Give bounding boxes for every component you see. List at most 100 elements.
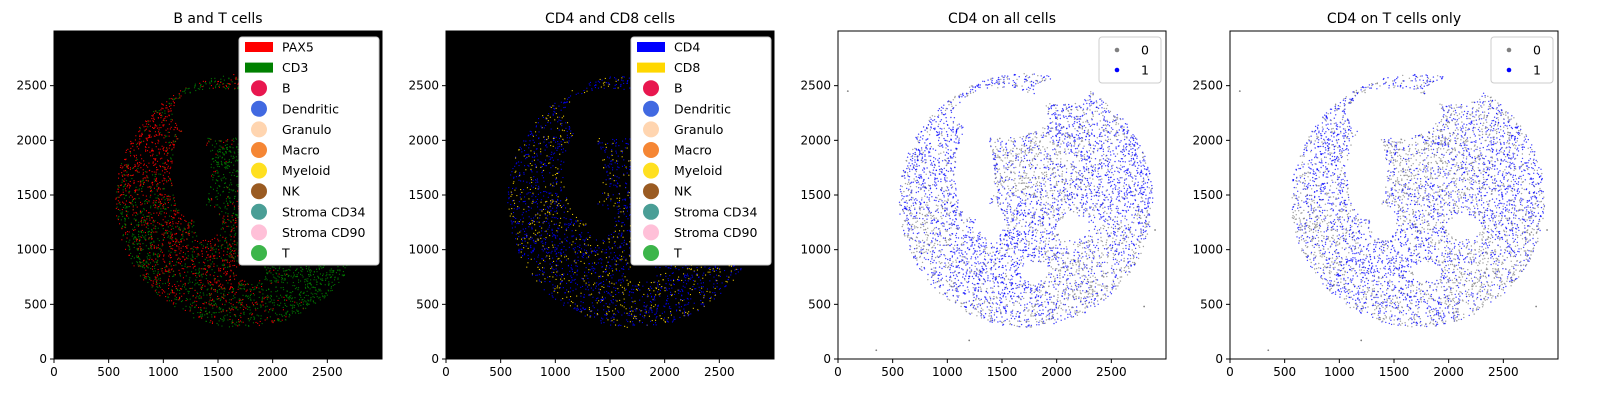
image-pixel [234,87,236,89]
image-pixel [214,290,216,292]
image-pixel [184,286,186,288]
image-pixel [281,277,283,279]
image-pixel [220,81,222,83]
image-pixel [164,172,166,174]
image-pixel [307,286,309,288]
image-pixel [159,132,161,134]
image-pixel [130,142,132,144]
image-pixel [119,223,121,225]
image-pixel [214,77,216,79]
image-pixel [154,112,156,114]
image-pixel [217,165,219,167]
image-pixel [221,303,223,305]
image-pixel [170,242,172,244]
image-pixel [157,271,159,273]
image-pixel [156,184,158,186]
image-pixel [171,268,173,270]
image-pixel [224,182,226,184]
image-pixel [276,273,278,275]
panel-title: B and T cells [173,11,262,27]
image-pixel [143,160,145,162]
image-pixel [198,284,200,286]
image-pixel [167,202,169,204]
image-pixel [132,243,134,245]
image-pixel [139,246,141,248]
image-pixel [281,281,283,283]
image-pixel [159,212,161,214]
image-pixel [260,305,262,307]
image-pixel [292,300,294,302]
image-pixel [211,314,213,316]
image-pixel [179,229,181,231]
image-pixel [158,151,160,153]
image-pixel [127,206,129,208]
image-pixel [171,162,173,164]
image-pixel [299,293,301,295]
image-pixel [166,195,168,197]
image-pixel [204,285,206,287]
image-pixel [205,268,207,270]
image-pixel [223,290,225,292]
image-pixel [161,157,163,159]
image-pixel [163,206,165,208]
image-pixel [188,227,190,229]
image-pixel [298,305,300,307]
image-pixel [206,257,208,259]
image-pixel [323,297,325,299]
image-pixel [193,221,195,223]
image-pixel [150,247,152,249]
image-pixel [223,186,225,188]
image-pixel [187,258,189,260]
image-pixel [268,301,270,303]
image-pixel [130,258,132,260]
image-pixel [146,215,148,217]
image-pixel [125,248,127,250]
image-pixel [201,287,203,289]
image-pixel [324,296,326,298]
image-pixel [266,305,268,307]
image-pixel [214,244,216,246]
image-pixel [316,293,318,295]
image-pixel [151,258,153,260]
image-pixel [131,200,133,202]
image-pixel [161,194,163,196]
image-pixel [202,303,204,305]
image-pixel [227,139,229,141]
image-pixel [168,241,170,243]
image-pixel [148,233,150,235]
image-pixel [176,212,178,214]
image-pixel [156,189,158,191]
image-pixel [195,279,197,281]
image-pixel [302,301,304,303]
image-pixel [160,127,162,129]
image-pixel [128,192,130,194]
image-pixel [168,271,170,273]
image-pixel [266,296,268,298]
image-pixel [124,205,126,207]
image-pixel [152,265,154,267]
image-pixel [218,206,220,208]
image-pixel [150,243,152,245]
image-pixel [118,202,120,204]
image-pixel [122,189,124,191]
image-pixel [117,217,119,219]
image-pixel [175,299,177,301]
image-pixel [221,180,223,182]
image-pixel [212,188,214,190]
image-pixel [213,277,215,279]
image-pixel [227,282,229,284]
image-pixel [227,203,229,205]
image-pixel [189,277,191,279]
image-pixel [186,238,188,240]
image-pixel [297,310,299,312]
image-pixel [143,279,145,281]
image-pixel [194,300,196,302]
image-pixel [236,260,238,262]
image-pixel [191,219,193,221]
image-pixel [208,141,210,143]
image-pixel [258,287,260,289]
image-pixel [175,226,177,228]
image-pixel [156,185,158,187]
image-pixel [235,138,237,140]
image-pixel [152,153,154,155]
